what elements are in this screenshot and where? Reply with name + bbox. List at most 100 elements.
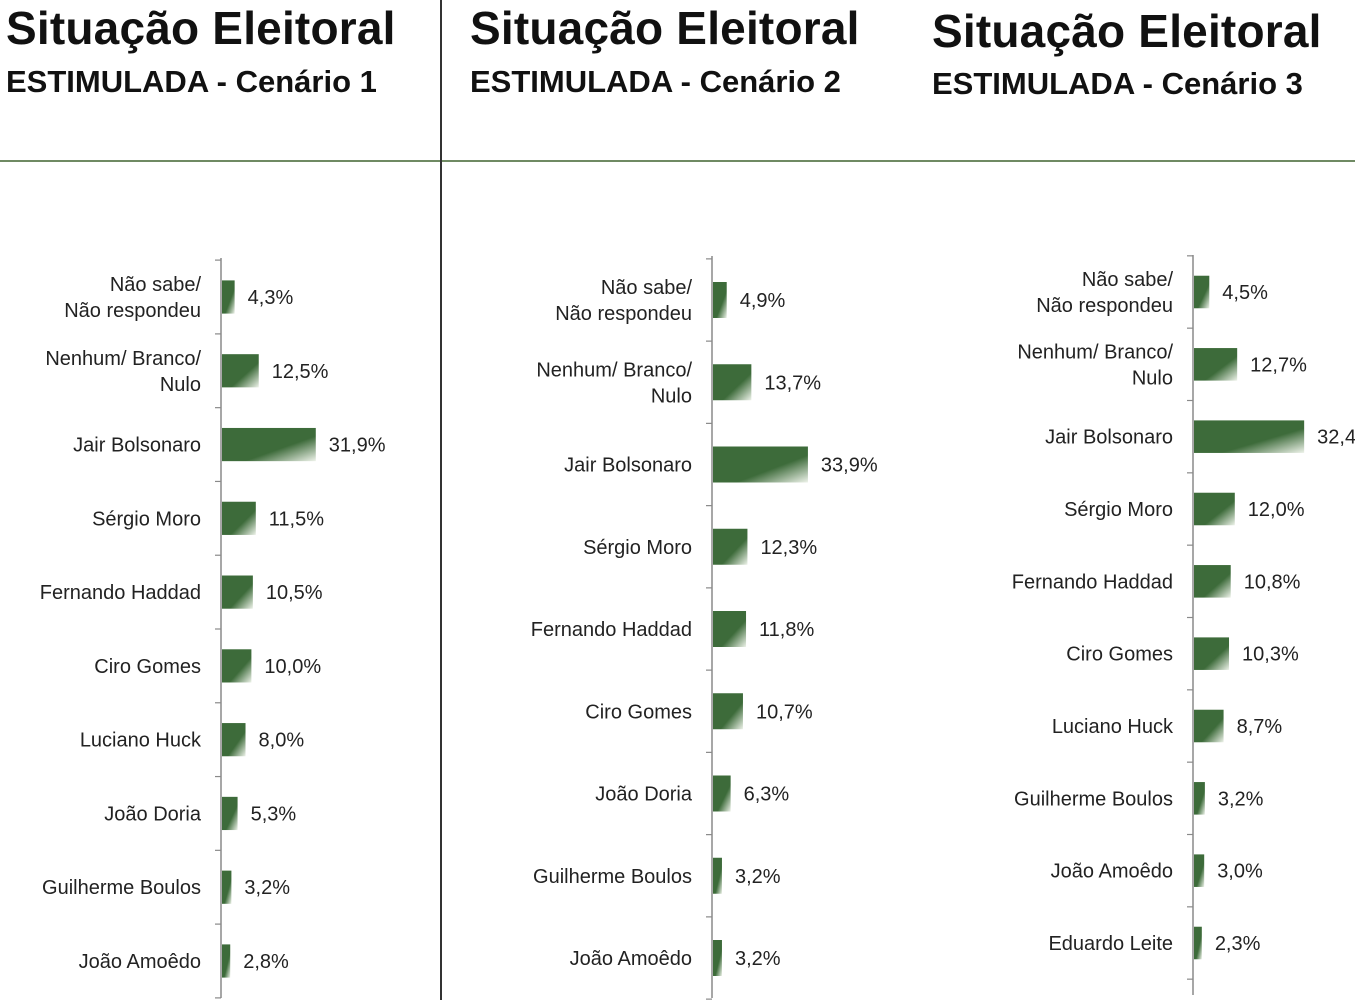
bar	[713, 857, 722, 894]
category-label: Luciano Huck	[80, 730, 202, 752]
category-label: Eduardo Leite	[1048, 933, 1173, 955]
bar	[1194, 492, 1235, 526]
category-label: Não sabe/Não respondeu	[1036, 269, 1173, 317]
bar-chart-cenario-3: Não sabe/Não respondeu 4,5% Nenhum/ Branco…	[1012, 255, 1355, 995]
value-label: 3,2%	[244, 877, 290, 899]
bar	[222, 427, 316, 462]
value-label: 32,4%	[1317, 427, 1355, 449]
bar	[1194, 637, 1230, 670]
value-label: 4,3%	[248, 287, 294, 309]
category-label: Jair Bolsonaro	[73, 435, 201, 457]
category-label: Não sabe/Não respondeu	[555, 277, 692, 325]
value-label: 10,8%	[1244, 571, 1301, 593]
value-label: 31,9%	[329, 435, 386, 457]
bar	[1194, 782, 1205, 815]
value-label: 2,8%	[243, 951, 289, 973]
value-label: 6,3%	[744, 784, 790, 806]
value-label: 5,3%	[251, 803, 297, 825]
bar	[713, 693, 743, 730]
value-label: 3,2%	[1218, 788, 1264, 810]
panel-divider	[440, 0, 442, 1000]
bar	[1194, 275, 1210, 309]
value-label: 12,7%	[1250, 354, 1307, 376]
value-label: 4,5%	[1222, 282, 1268, 304]
chart-panel-cenario-2: Situação Eleitoral ESTIMULADA - Cenário …	[442, 0, 912, 1000]
chart-subtitle: ESTIMULADA - Cenário 1	[6, 64, 377, 99]
category-label: Guilherme Boulos	[533, 866, 692, 888]
category-label: Guilherme Boulos	[42, 877, 201, 899]
bar	[713, 364, 752, 401]
bar	[1194, 348, 1238, 381]
bar	[713, 611, 747, 647]
category-label: Nenhum/ Branco/Nulo	[45, 348, 201, 396]
category-label: Guilherme Boulos	[1014, 788, 1173, 810]
category-label: Ciro Gomes	[1066, 644, 1173, 666]
value-label: 8,7%	[1237, 716, 1283, 738]
category-label: Sérgio Moro	[1064, 499, 1173, 521]
value-label: 4,9%	[740, 290, 786, 312]
category-label: João Amoêdo	[1051, 861, 1173, 883]
value-label: 10,3%	[1242, 644, 1299, 666]
bar-chart-cenario-1: Não sabe/Não respondeu 4,3% Nenhum/ Branco…	[40, 258, 386, 999]
bar	[222, 870, 232, 904]
category-label: João Doria	[104, 803, 202, 825]
category-label: Nenhum/ Branco/Nulo	[1017, 341, 1173, 389]
category-label: Fernando Haddad	[1012, 571, 1173, 593]
bar	[222, 796, 238, 831]
value-label: 3,0%	[1217, 861, 1263, 883]
category-label: Luciano Huck	[1052, 716, 1174, 738]
chart-subtitle: ESTIMULADA - Cenário 2	[470, 64, 841, 99]
value-label: 12,0%	[1248, 499, 1305, 521]
bar-chart-cenario-2: Não sabe/Não respondeu 4,9% Nenhum/ Branco…	[531, 256, 878, 1000]
chart-panel-cenario-3: Situação Eleitoral ESTIMULADA - Cenário …	[912, 0, 1355, 1000]
category-label: João Doria	[595, 784, 693, 806]
bar	[713, 775, 731, 812]
chart-title: Situação Eleitoral	[932, 5, 1322, 57]
category-label: Jair Bolsonaro	[1045, 427, 1173, 449]
bar	[222, 354, 259, 388]
bar	[1194, 420, 1305, 453]
chart-title: Situação Eleitoral	[6, 2, 396, 54]
value-label: 10,5%	[266, 582, 323, 604]
value-label: 10,7%	[756, 701, 813, 723]
value-label: 3,2%	[735, 948, 781, 970]
bar	[1194, 926, 1202, 960]
category-label: Fernando Haddad	[531, 619, 692, 641]
bar	[713, 940, 722, 976]
value-label: 8,0%	[259, 730, 305, 752]
bar	[222, 575, 253, 609]
bar	[713, 528, 748, 565]
bar	[713, 446, 808, 483]
value-label: 10,0%	[264, 656, 321, 678]
category-label: Sérgio Moro	[583, 537, 692, 559]
value-label: 11,5%	[269, 508, 324, 530]
bar	[222, 649, 252, 683]
bar	[222, 280, 235, 314]
bar	[1194, 709, 1224, 743]
chart-subtitle: ESTIMULADA - Cenário 3	[932, 66, 1303, 101]
value-label: 2,3%	[1215, 933, 1261, 955]
bar	[1194, 565, 1231, 598]
category-label: João Amoêdo	[570, 948, 692, 970]
value-label: 13,7%	[764, 372, 821, 394]
category-label: Jair Bolsonaro	[564, 455, 692, 477]
value-label: 33,9%	[821, 455, 878, 477]
value-label: 12,3%	[760, 537, 817, 559]
category-label: Ciro Gomes	[585, 701, 692, 723]
header-rule	[442, 160, 1355, 162]
value-label: 3,2%	[735, 866, 781, 888]
bar	[222, 944, 231, 978]
header-rule	[0, 160, 440, 162]
bar	[222, 723, 246, 757]
category-label: Ciro Gomes	[94, 656, 201, 678]
chart-title: Situação Eleitoral	[470, 2, 860, 54]
value-label: 12,5%	[272, 361, 329, 383]
bar	[222, 501, 256, 535]
bar	[1194, 854, 1205, 887]
value-label: 11,8%	[759, 619, 814, 641]
bar	[713, 282, 727, 318]
chart-panel-cenario-1: Situação Eleitoral ESTIMULADA - Cenário …	[0, 0, 440, 1000]
category-label: Não sabe/Não respondeu	[64, 274, 201, 322]
category-label: Fernando Haddad	[40, 582, 201, 604]
category-label: Sérgio Moro	[92, 508, 201, 530]
